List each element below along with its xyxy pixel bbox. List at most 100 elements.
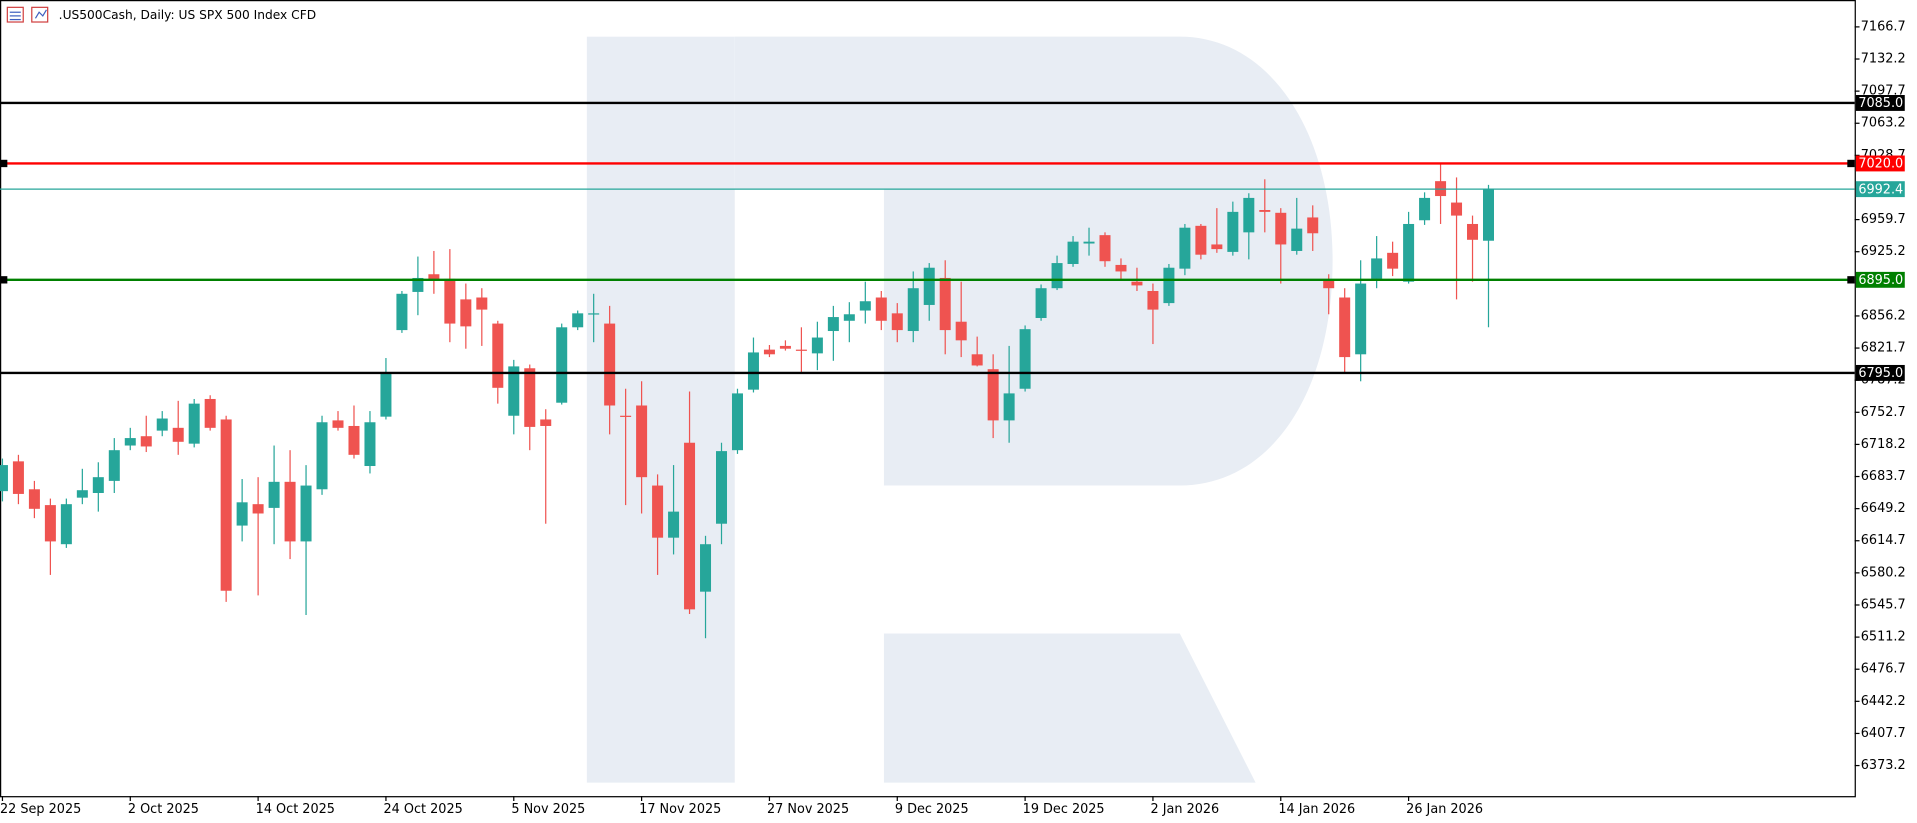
candle-body bbox=[939, 277, 951, 331]
x-tick-label: 24 Oct 2025 bbox=[383, 802, 462, 817]
candle-body bbox=[1339, 297, 1351, 358]
candle-body bbox=[380, 372, 392, 417]
candle-body bbox=[28, 489, 40, 509]
candle-body bbox=[172, 427, 184, 442]
candle-body bbox=[620, 415, 632, 417]
candle-body bbox=[556, 327, 568, 403]
y-tick-label: 7097.7 bbox=[1861, 84, 1906, 99]
candle-body bbox=[1243, 197, 1255, 233]
candle-body bbox=[76, 490, 88, 498]
candle-body bbox=[188, 403, 200, 444]
candle-body bbox=[44, 505, 56, 542]
candle-body bbox=[795, 349, 807, 351]
candle-body bbox=[971, 354, 983, 366]
plot-frame bbox=[0, 0, 1856, 798]
x-tick-label: 2 Jan 2026 bbox=[1150, 802, 1219, 817]
y-tick-label: 6821.7 bbox=[1861, 341, 1906, 356]
level-handle bbox=[1847, 159, 1855, 168]
level-handle bbox=[0, 276, 8, 284]
candle-body bbox=[747, 352, 759, 390]
candle-body bbox=[1227, 211, 1239, 252]
candle-body bbox=[1275, 212, 1287, 245]
watermark bbox=[586, 36, 1333, 783]
candle-body bbox=[1035, 288, 1047, 318]
candle-body bbox=[1099, 235, 1111, 262]
candle-body bbox=[1163, 267, 1175, 304]
x-tick-label: 22 Sep 2025 bbox=[0, 802, 81, 817]
x-tick-label: 19 Dec 2025 bbox=[1023, 802, 1105, 817]
candle-body bbox=[1115, 264, 1127, 272]
candle-body bbox=[779, 345, 791, 349]
x-tick-label: 27 Nov 2025 bbox=[767, 802, 849, 817]
y-tick-label: 6545.7 bbox=[1861, 597, 1906, 612]
candle-body bbox=[1147, 290, 1159, 310]
candle-body bbox=[60, 504, 72, 545]
candle-body bbox=[0, 465, 8, 492]
candle-body bbox=[412, 277, 424, 292]
candle-body bbox=[1259, 210, 1271, 212]
candle-body bbox=[1451, 202, 1463, 216]
y-tick-label: 6407.7 bbox=[1861, 726, 1906, 741]
candle-body bbox=[891, 313, 903, 331]
y-tick-label: 6373.2 bbox=[1861, 758, 1906, 773]
level-label: 7085.0 bbox=[1858, 96, 1903, 111]
candle-body bbox=[1355, 283, 1367, 355]
candle-body bbox=[1482, 189, 1495, 241]
candle-body bbox=[1323, 279, 1335, 289]
y-tick-label: 7063.2 bbox=[1861, 116, 1906, 131]
level-label: 6895.0 bbox=[1858, 273, 1903, 288]
candle-body bbox=[332, 420, 344, 428]
candle-body bbox=[1195, 225, 1207, 255]
x-tick-label: 9 Dec 2025 bbox=[895, 802, 969, 817]
candle-body bbox=[396, 293, 408, 331]
candle-body bbox=[859, 301, 871, 311]
y-tick-label: 6718.2 bbox=[1861, 437, 1906, 452]
candle-body bbox=[1051, 263, 1063, 289]
candle-body bbox=[444, 278, 456, 324]
candle-body bbox=[1419, 197, 1431, 221]
level-label: 6992.4 bbox=[1858, 182, 1903, 197]
candle-body bbox=[508, 366, 520, 416]
chart-title: .US500Cash, Daily: US SPX 500 Index CFD bbox=[59, 8, 316, 22]
candle-body bbox=[843, 314, 855, 321]
candle-body bbox=[268, 481, 280, 508]
candle-body bbox=[236, 502, 248, 526]
candle-body bbox=[92, 477, 104, 493]
level-label-box bbox=[1855, 181, 1905, 198]
x-tick-label: 2 Oct 2025 bbox=[128, 802, 199, 817]
candle-body bbox=[364, 422, 376, 467]
candle-body bbox=[763, 349, 775, 355]
candle-body bbox=[1371, 258, 1383, 279]
y-tick-label: 6856.2 bbox=[1861, 308, 1906, 323]
candle-body bbox=[1067, 241, 1079, 265]
level-handle bbox=[0, 159, 8, 168]
candle-body bbox=[923, 267, 935, 305]
candle-body bbox=[811, 337, 823, 354]
candle-body bbox=[284, 481, 296, 542]
candle-body bbox=[140, 436, 152, 447]
y-tick-label: 6649.2 bbox=[1861, 501, 1906, 516]
candle-body bbox=[204, 398, 216, 428]
level-label-box bbox=[1855, 155, 1905, 172]
toolbar-icons bbox=[6, 6, 49, 23]
y-tick-label: 6476.7 bbox=[1861, 662, 1906, 677]
candle-body bbox=[252, 504, 264, 514]
candle-body bbox=[540, 419, 552, 426]
candle-body bbox=[1467, 223, 1479, 240]
x-tick-label: 14 Oct 2025 bbox=[256, 802, 335, 817]
candle-body bbox=[636, 405, 648, 478]
candle-body bbox=[492, 323, 504, 388]
x-tick-label: 17 Nov 2025 bbox=[639, 802, 721, 817]
y-tick-label: 7166.7 bbox=[1861, 19, 1906, 34]
candle-body bbox=[1307, 217, 1319, 234]
candle-body bbox=[731, 393, 743, 451]
candle-body bbox=[460, 299, 472, 327]
candle-body bbox=[316, 422, 328, 490]
candle-body bbox=[875, 297, 887, 321]
y-tick-label: 6511.2 bbox=[1861, 630, 1906, 645]
candle-body bbox=[108, 450, 120, 481]
y-tick-label: 6925.2 bbox=[1861, 244, 1906, 259]
candle-body bbox=[220, 419, 232, 591]
y-tick-label: 6752.7 bbox=[1861, 405, 1906, 420]
